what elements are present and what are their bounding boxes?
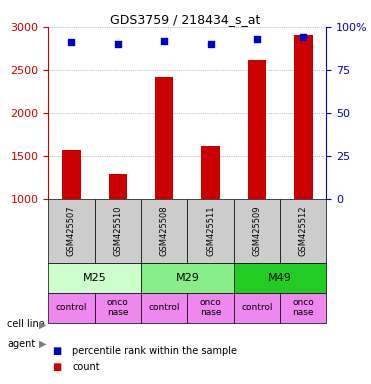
FancyBboxPatch shape [48, 199, 95, 263]
Text: percentile rank within the sample: percentile rank within the sample [72, 346, 237, 356]
FancyBboxPatch shape [280, 199, 326, 263]
FancyBboxPatch shape [234, 199, 280, 263]
Text: onco
nase: onco nase [107, 298, 129, 318]
Text: GSM425507: GSM425507 [67, 206, 76, 257]
Bar [109, 174, 127, 199]
Text: ■: ■ [52, 346, 61, 356]
FancyBboxPatch shape [234, 293, 280, 323]
Point [208, 41, 214, 47]
Bar [155, 77, 174, 199]
Point [69, 39, 75, 45]
Text: ▶: ▶ [39, 319, 46, 329]
FancyBboxPatch shape [234, 263, 326, 293]
Bar [62, 150, 81, 199]
FancyBboxPatch shape [187, 199, 234, 263]
FancyBboxPatch shape [141, 263, 234, 293]
Text: cell line: cell line [7, 319, 45, 329]
FancyBboxPatch shape [141, 293, 187, 323]
Text: GSM425511: GSM425511 [206, 206, 215, 257]
Bar [294, 35, 312, 199]
Text: M29: M29 [175, 273, 199, 283]
Text: onco
nase: onco nase [292, 298, 314, 318]
Bar [201, 146, 220, 199]
FancyBboxPatch shape [95, 293, 141, 323]
Point [301, 34, 306, 40]
Text: GSM425510: GSM425510 [113, 206, 122, 257]
Text: M49: M49 [268, 273, 292, 283]
Text: GSM425509: GSM425509 [252, 206, 262, 257]
Text: GDS3759 / 218434_s_at: GDS3759 / 218434_s_at [110, 13, 261, 26]
Text: control: control [148, 303, 180, 312]
Text: ■: ■ [52, 362, 61, 372]
Text: GSM425512: GSM425512 [299, 206, 308, 257]
FancyBboxPatch shape [48, 293, 95, 323]
FancyBboxPatch shape [95, 199, 141, 263]
Point [115, 41, 121, 47]
Bar [248, 60, 266, 199]
Text: onco
nase: onco nase [200, 298, 221, 318]
FancyBboxPatch shape [280, 293, 326, 323]
Text: count: count [72, 362, 100, 372]
Text: control: control [56, 303, 87, 312]
Text: ▶: ▶ [39, 339, 46, 349]
Point [161, 38, 167, 44]
Text: control: control [241, 303, 273, 312]
FancyBboxPatch shape [48, 263, 141, 293]
Point [254, 36, 260, 42]
Text: M25: M25 [83, 273, 106, 283]
FancyBboxPatch shape [141, 199, 187, 263]
FancyBboxPatch shape [187, 293, 234, 323]
Text: agent: agent [7, 339, 36, 349]
Text: GSM425508: GSM425508 [160, 206, 169, 257]
